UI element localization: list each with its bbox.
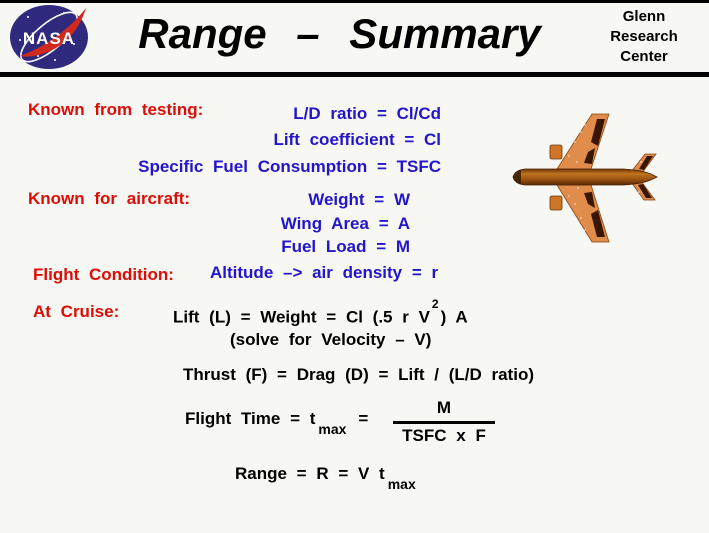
eq-wing-area: Wing Area = A [280, 213, 410, 233]
org-line-1: Glenn [622, 8, 666, 25]
airplane-top-view-image [512, 113, 658, 243]
eq-flight-time-fraction: M TSFC x F [393, 396, 495, 446]
eq-solve-note: (solve for Velocity – V) [230, 330, 432, 349]
aircraft-equations: Weight = W Wing Area = A Fuel Load = M [100, 188, 410, 259]
airplane-tail-stripes [638, 156, 653, 198]
nasa-logo: NASA [10, 5, 88, 69]
eq-lift-post: ) A [440, 307, 468, 327]
eq-specific-fuel-consumption: Specific Fuel Consumption = TSFC [138, 156, 441, 176]
top-border-rule [0, 0, 709, 3]
header-divider-rule [0, 72, 709, 77]
eq-flight-time-subscript: max [318, 421, 347, 438]
nasa-logo-swoosh [20, 8, 86, 57]
label-flight-condition: Flight Condition: [33, 265, 174, 284]
eq-range-subscript: max [387, 476, 416, 493]
label-known-from-testing: Known from testing: [28, 100, 204, 119]
eq-altitude-density: Altitude –> air density = r [210, 263, 439, 282]
airplane-wing-stripes [584, 119, 605, 237]
airplane-fuselage [512, 168, 658, 186]
org-line-2: Research [610, 28, 678, 45]
eq-thrust: Thrust (F) = Drag (D) = Lift / (L/D rati… [183, 365, 534, 384]
eq-lift-exponent: 2 [431, 297, 439, 311]
eq-range-pre: Range = R = V t [235, 464, 385, 483]
eq-ld-ratio: L/D ratio = Cl/Cd [293, 104, 441, 123]
eq-lift-pre: Lift (L) = Weight = Cl (.5 r V [173, 307, 430, 327]
fraction-numerator: M [393, 396, 495, 424]
page-title: Range – Summary [138, 10, 541, 57]
eq-lift: Lift (L) = Weight = Cl (.5 r V2) A [173, 297, 468, 327]
eq-range: Range = R = V tmax [235, 464, 416, 493]
eq-lift-coefficient: Lift coefficient = Cl [273, 130, 441, 150]
airplane-nose [513, 170, 521, 184]
fraction-denominator: TSFC x F [402, 426, 486, 445]
eq-flight-time-pre: Flight Time = t [185, 409, 316, 428]
label-known-for-aircraft: Known for aircraft: [28, 189, 191, 208]
airplane-engines [549, 144, 563, 211]
nasa-logo-text: NASA [23, 29, 75, 48]
label-at-cruise: At Cruise: [33, 302, 120, 321]
eq-flight-time: Flight Time = tmax = [185, 409, 369, 438]
eq-weight: Weight = W [308, 190, 410, 209]
testing-equations: L/D ratio = Cl/Cd Lift coefficient = Cl … [100, 101, 441, 180]
org-line-3: Center [620, 48, 668, 65]
org-name: Glenn Research Center [589, 7, 699, 67]
eq-fuel-load: Fuel Load = M [281, 237, 410, 256]
airplane-wing-dots [568, 124, 642, 231]
eq-flight-time-equals: = [358, 409, 369, 428]
